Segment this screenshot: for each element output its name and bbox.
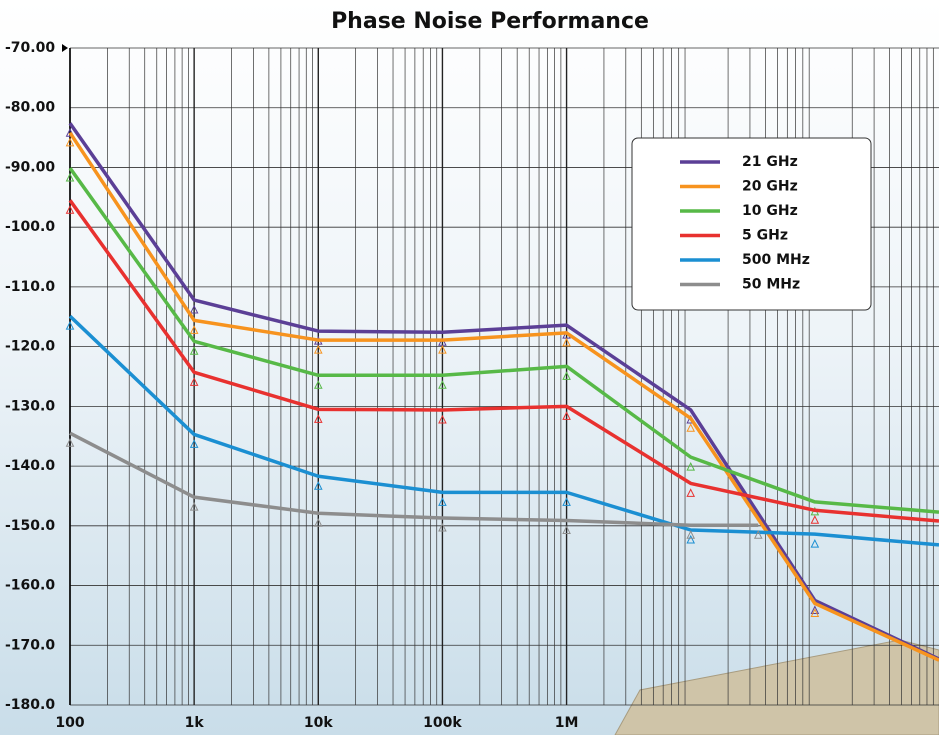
legend-label: 10 GHz	[742, 203, 798, 219]
y-tick-label: -110.0	[5, 279, 55, 295]
legend-label: 21 GHz	[742, 154, 798, 170]
legend-label: 50 MHz	[742, 277, 800, 293]
y-tick-label: -160.0	[5, 578, 55, 594]
x-tick-label: 100k	[423, 715, 462, 731]
legend-label: 20 GHz	[742, 179, 798, 195]
chart: Phase Noise Performance -70.00 -80.00 -90.…	[0, 0, 939, 735]
chart-title: Phase Noise Performance	[331, 9, 649, 34]
y-tick-label: -80.00	[5, 100, 55, 116]
legend: 21 GHz 20 GHz 10 GHz 5 GHz 500 MHz 50 MHz	[632, 138, 871, 310]
x-tick-label: 100	[55, 715, 84, 731]
y-tick-label: -130.0	[5, 398, 55, 414]
legend-label: 5 GHz	[742, 228, 788, 244]
y-tick-label: -120.0	[5, 339, 55, 355]
y-tick-label: -170.0	[5, 637, 55, 653]
page: Phase Noise Performance -70.00 -80.00 -90.…	[0, 0, 939, 735]
y-tick-label: -70.00	[5, 40, 55, 56]
y-tick-label: -90.00	[5, 159, 55, 175]
x-tick-label: 1M	[555, 715, 579, 731]
legend-label: 500 MHz	[742, 252, 810, 268]
x-tick-label: 1k	[185, 715, 205, 731]
y-tick-label: -100.0	[5, 219, 55, 235]
y-tick-label: -140.0	[5, 458, 55, 474]
y-tick-label: -180.0	[5, 697, 55, 713]
x-tick-label: 10k	[304, 715, 333, 731]
y-tick-label: -150.0	[5, 518, 55, 534]
background	[0, 0, 939, 735]
